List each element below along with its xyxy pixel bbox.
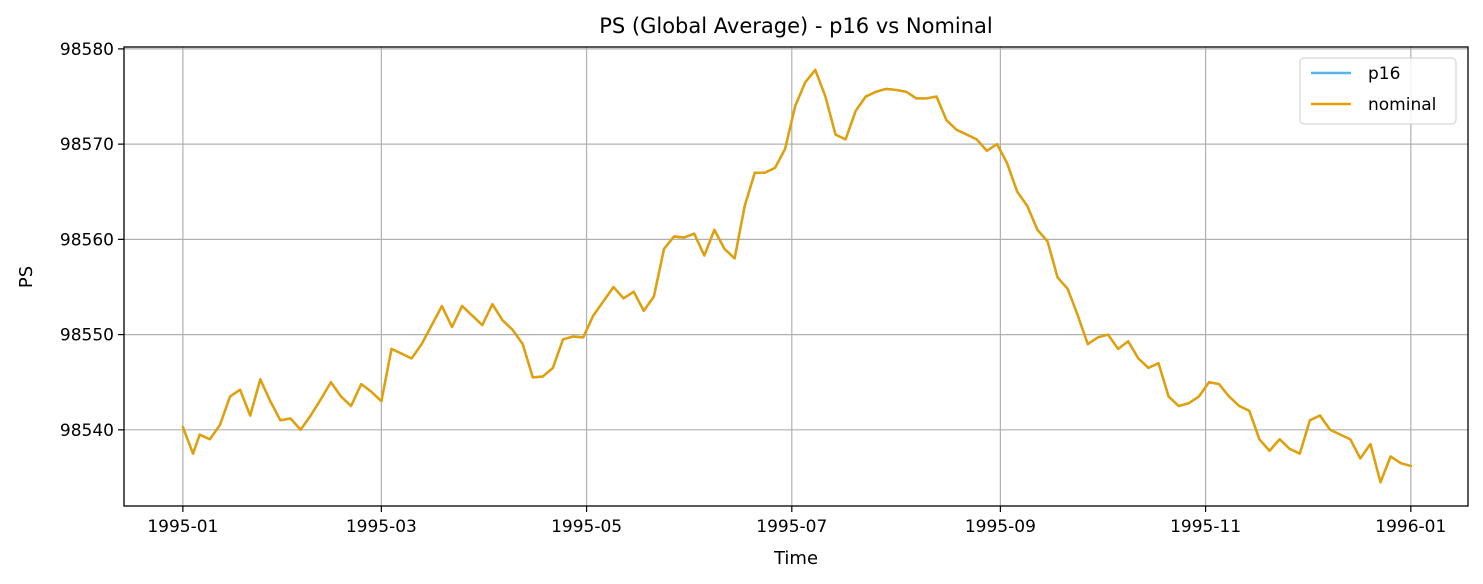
series-line-nominal bbox=[181, 68, 1413, 484]
y-tick-label: 98550 bbox=[60, 326, 114, 346]
y-tick-label: 98560 bbox=[60, 230, 114, 250]
legend-label-p16: p16 bbox=[1368, 64, 1400, 84]
x-axis-label: Time bbox=[773, 548, 818, 569]
x-tick-label: 1995-01 bbox=[147, 517, 218, 537]
y-axis-ticks: 98540 98550 98560 98570 98580 bbox=[60, 40, 124, 441]
x-tick-label: 1995-09 bbox=[965, 517, 1036, 537]
plot-area-frame bbox=[123, 46, 1469, 507]
y-tick-label: 98570 bbox=[60, 135, 114, 155]
legend: p16 nominal bbox=[1299, 57, 1457, 125]
x-tick-label: 1995-11 bbox=[1170, 517, 1241, 537]
legend-label-nominal: nominal bbox=[1368, 95, 1436, 115]
y-tick-label: 98580 bbox=[60, 40, 114, 60]
y-axis-label: PS bbox=[16, 266, 37, 288]
x-axis-ticks: 1995-01 1995-03 1995-05 1995-07 1995-09 1995-… bbox=[147, 506, 1446, 537]
grid-lines bbox=[124, 47, 1468, 506]
series-lines bbox=[181, 68, 1413, 484]
x-tick-label: 1995-03 bbox=[346, 517, 417, 537]
x-tick-label: 1995-05 bbox=[551, 517, 622, 537]
x-tick-label: 1996-01 bbox=[1375, 517, 1446, 537]
y-tick-label: 98540 bbox=[60, 421, 114, 441]
chart-title: PS (Global Average) - p16 vs Nominal bbox=[599, 14, 993, 38]
x-tick-label: 1995-07 bbox=[756, 517, 827, 537]
legend-box bbox=[1299, 57, 1457, 125]
